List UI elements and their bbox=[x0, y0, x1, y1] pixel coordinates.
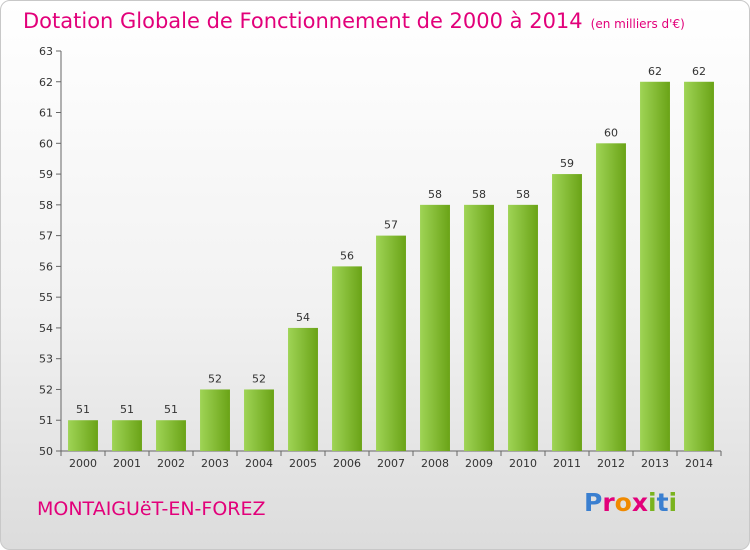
bar-value-label: 58 bbox=[428, 188, 442, 201]
logo-letter: i bbox=[668, 488, 678, 517]
logo-letter: t bbox=[656, 488, 669, 517]
bar bbox=[596, 143, 626, 452]
bar bbox=[244, 389, 274, 451]
x-tick-label: 2007 bbox=[377, 457, 405, 470]
x-tick-label: 2002 bbox=[157, 457, 185, 470]
bar bbox=[288, 327, 318, 451]
bar-value-label: 52 bbox=[252, 372, 266, 385]
x-tick-label: 2011 bbox=[553, 457, 581, 470]
city-name: MONTAIGUëT-EN-FOREZ bbox=[37, 498, 266, 520]
chart-title: Dotation Globale de Fonctionnement de 20… bbox=[23, 9, 685, 33]
bar bbox=[684, 81, 714, 452]
proxiti-logo: Proxiti bbox=[584, 488, 677, 517]
bar-value-label: 62 bbox=[692, 65, 706, 78]
bar-value-label: 51 bbox=[120, 403, 134, 416]
y-tick-label: 58 bbox=[39, 199, 53, 212]
bar-value-label: 54 bbox=[296, 311, 310, 324]
bar bbox=[332, 266, 362, 451]
bar-value-label: 58 bbox=[472, 188, 486, 201]
y-tick-label: 52 bbox=[39, 383, 53, 396]
x-tick-label: 2012 bbox=[597, 457, 625, 470]
y-tick-label: 57 bbox=[39, 230, 53, 243]
bar-value-label: 57 bbox=[384, 219, 398, 232]
bar-value-label: 58 bbox=[516, 188, 530, 201]
y-tick-label: 51 bbox=[39, 414, 53, 427]
y-tick-label: 54 bbox=[39, 322, 53, 335]
y-tick-label: 59 bbox=[39, 168, 53, 181]
y-tick-label: 60 bbox=[39, 137, 53, 150]
logo-letter: r bbox=[602, 488, 615, 517]
bar-value-label: 60 bbox=[604, 126, 618, 139]
x-tick-label: 2001 bbox=[113, 457, 141, 470]
chart-subtitle: (en milliers d'€) bbox=[590, 17, 685, 31]
chart-title-text: Dotation Globale de Fonctionnement de 20… bbox=[23, 9, 583, 33]
x-tick-label: 2014 bbox=[685, 457, 713, 470]
x-tick-label: 2000 bbox=[69, 457, 97, 470]
bar bbox=[640, 81, 670, 452]
bar-value-label: 59 bbox=[560, 157, 574, 170]
x-tick-label: 2003 bbox=[201, 457, 229, 470]
x-tick-label: 2005 bbox=[289, 457, 317, 470]
x-tick-label: 2010 bbox=[509, 457, 537, 470]
bar-value-label: 51 bbox=[76, 403, 90, 416]
bar bbox=[68, 420, 98, 451]
x-tick-label: 2006 bbox=[333, 457, 361, 470]
y-tick-label: 55 bbox=[39, 291, 53, 304]
bar bbox=[508, 204, 538, 451]
y-tick-label: 56 bbox=[39, 260, 53, 273]
bar bbox=[552, 174, 582, 452]
bar bbox=[200, 389, 230, 451]
x-tick-label: 2004 bbox=[245, 457, 273, 470]
bar-value-label: 62 bbox=[648, 65, 662, 78]
bar bbox=[464, 204, 494, 451]
bar bbox=[112, 420, 142, 451]
bar bbox=[420, 204, 450, 451]
x-tick-label: 2009 bbox=[465, 457, 493, 470]
logo-letter: x bbox=[631, 488, 648, 517]
logo-letter: i bbox=[648, 488, 657, 517]
bar-value-label: 56 bbox=[340, 249, 354, 262]
bar-value-label: 51 bbox=[164, 403, 178, 416]
x-tick-label: 2013 bbox=[641, 457, 669, 470]
y-tick-label: 63 bbox=[39, 45, 53, 58]
x-tick-label: 2008 bbox=[421, 457, 449, 470]
bar bbox=[156, 420, 186, 451]
logo-letter: P bbox=[584, 488, 603, 517]
bar bbox=[376, 235, 406, 451]
y-tick-label: 50 bbox=[39, 445, 53, 458]
y-tick-label: 61 bbox=[39, 107, 53, 120]
y-tick-label: 62 bbox=[39, 76, 53, 89]
logo-letter: o bbox=[614, 488, 632, 517]
y-tick-label: 53 bbox=[39, 353, 53, 366]
bar-value-label: 52 bbox=[208, 372, 222, 385]
